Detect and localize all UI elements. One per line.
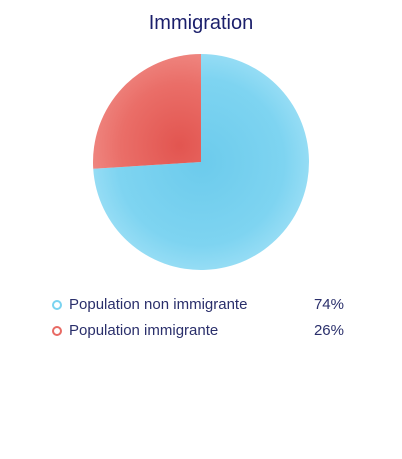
- pie-slice-immigrant[interactable]: [92, 53, 201, 169]
- pie-slice-non-immigrant[interactable]: [93, 54, 309, 270]
- legend-marker-icon: [52, 326, 62, 336]
- legend-label: Population non immigrante: [69, 296, 248, 313]
- pie-chart: [92, 53, 309, 270]
- chart-title: Immigration: [148, 12, 254, 34]
- chart-legend: Population non immigrante 74% Population…: [52, 296, 352, 348]
- legend-item-immigrant[interactable]: Population immigrante 26%: [52, 322, 352, 348]
- legend-item-non-immigrant[interactable]: Population non immigrante 74%: [52, 296, 352, 322]
- legend-label: Population immigrante: [69, 322, 219, 339]
- legend-marker-icon: [52, 300, 62, 310]
- legend-value: 74%: [313, 296, 344, 313]
- legend-value: 26%: [313, 322, 344, 339]
